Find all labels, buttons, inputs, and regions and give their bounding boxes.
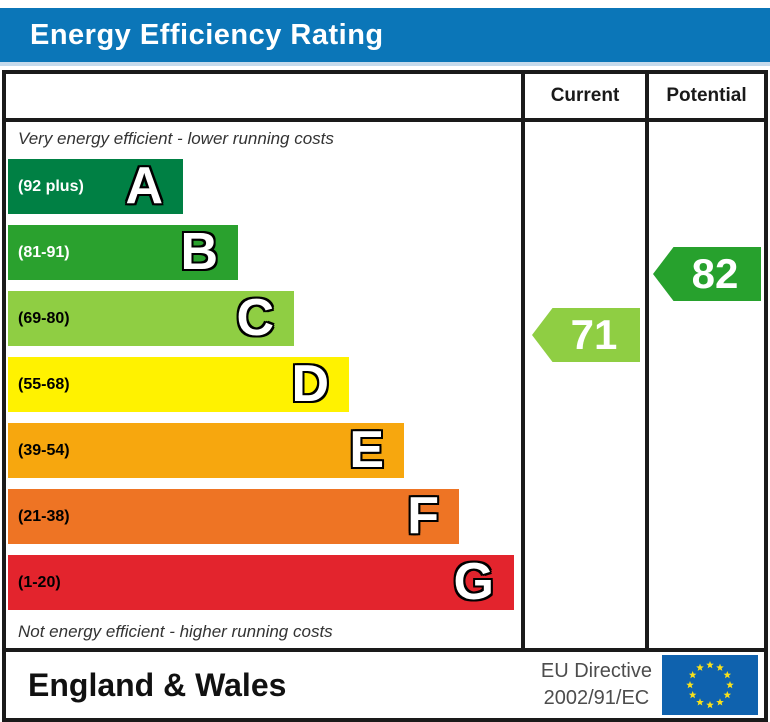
band-range-label: (81-91): [18, 243, 70, 261]
band-range-label: (39-54): [18, 441, 70, 459]
band-letter: G: [453, 553, 494, 611]
band-row-B: (81-91) B: [8, 225, 238, 280]
eu-directive-line2: 2002/91/EC: [543, 687, 650, 709]
band-row-F: (21-38) F: [8, 489, 459, 544]
rating-table: Current Potential Very energy efficient …: [2, 70, 768, 722]
band-range-label: (92 plus): [18, 177, 84, 195]
bands-area: Very energy efficient - lower running co…: [6, 122, 521, 648]
potential-column: 82: [645, 122, 764, 648]
page-title: Energy Efficiency Rating: [30, 18, 384, 51]
band-letter: B: [180, 223, 218, 281]
band-letter: A: [125, 157, 163, 215]
band-letter: E: [349, 421, 384, 479]
potential-rating-value: 82: [691, 250, 739, 297]
current-rating-arrow: 71: [532, 308, 640, 362]
band-letter: F: [407, 487, 439, 545]
header-spacer-cell: [6, 74, 521, 118]
bottom-note: Not energy efficient - higher running co…: [18, 622, 333, 641]
column-header-current: Current: [521, 74, 645, 118]
eu-flag-icon: [662, 655, 758, 715]
band-letter: D: [291, 355, 329, 413]
band-range-label: (1-20): [18, 573, 61, 591]
potential-rating-arrow: 82: [653, 247, 761, 301]
header-row: Current Potential: [6, 74, 764, 122]
band-range-label: (69-80): [18, 309, 70, 327]
title-bar: Energy Efficiency Rating: [0, 8, 770, 66]
bands-list: (92 plus) A (81-91) B (69-80) C (55-68) …: [8, 159, 523, 610]
band-row-D: (55-68) D: [8, 357, 349, 412]
band-range-label: (21-38): [18, 507, 70, 525]
eu-directive-label: EU Directive 2002/91/EC: [541, 658, 652, 712]
band-row-G: (1-20) G: [8, 555, 514, 610]
chart-row: Very energy efficient - lower running co…: [6, 122, 764, 652]
band-row-A: (92 plus) A: [8, 159, 183, 214]
eu-directive-line1: EU Directive: [540, 660, 652, 682]
column-header-potential: Potential: [645, 74, 764, 118]
band-row-E: (39-54) E: [8, 423, 404, 478]
current-rating-value: 71: [570, 311, 618, 358]
band-letter: C: [236, 289, 274, 347]
band-row-C: (69-80) C: [8, 291, 294, 346]
band-range-label: (55-68): [18, 375, 70, 393]
region-label: England & Wales: [28, 666, 287, 703]
footer-row: England & Wales EU Directive 2002/91/EC: [6, 652, 764, 718]
current-column: 71: [521, 122, 645, 648]
top-note: Very energy efficient - lower running co…: [18, 129, 334, 148]
